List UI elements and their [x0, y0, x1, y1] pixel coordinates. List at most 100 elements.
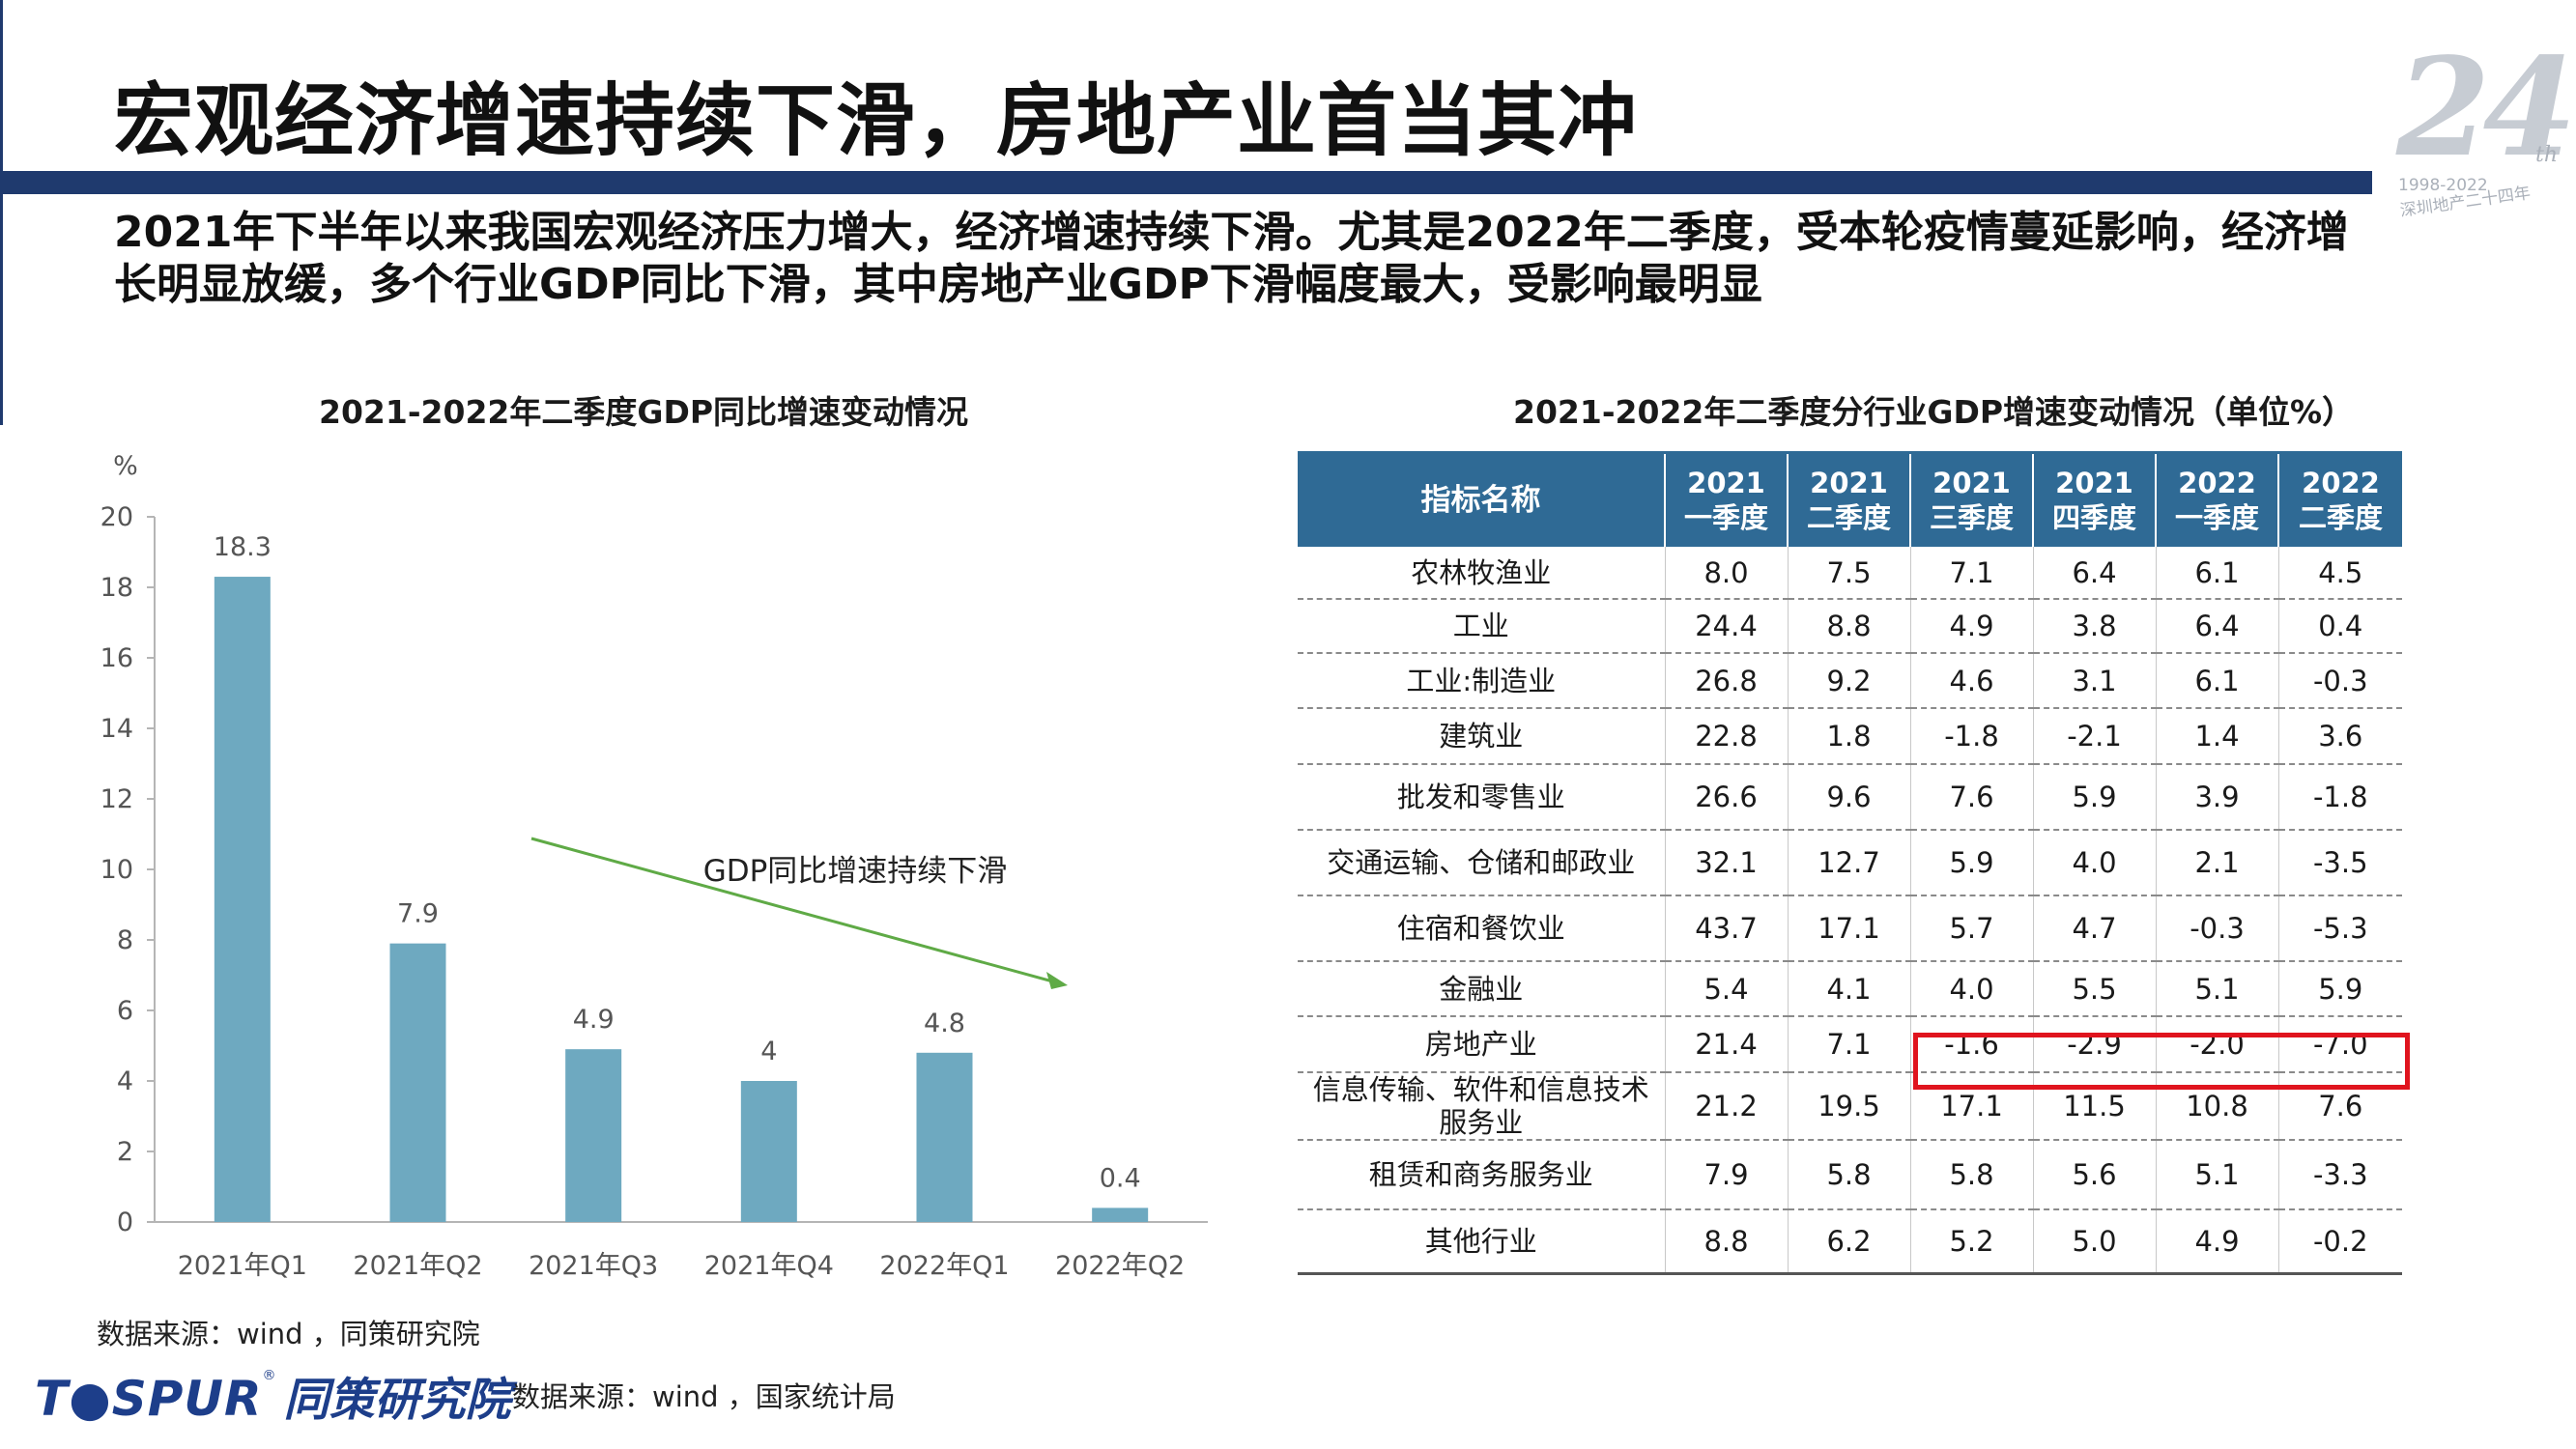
bar — [565, 1049, 622, 1222]
growth-value-cell: -3.5 — [2277, 830, 2402, 896]
growth-value-cell: -1.6 — [1909, 1016, 2033, 1073]
growth-value-cell: 5.4 — [1664, 961, 1788, 1017]
growth-value-cell: 5.7 — [1909, 895, 2033, 962]
growth-value-cell: 7.6 — [2277, 1072, 2402, 1141]
industry-name-cell: 工业:制造业 — [1298, 653, 1665, 709]
growth-value-cell: 6.1 — [2155, 547, 2278, 600]
growth-value-cell: 7.9 — [1664, 1140, 1788, 1210]
table-source-note: 数据来源：wind ，国家统计局 — [512, 1380, 896, 1413]
growth-value-cell: 5.9 — [2277, 961, 2402, 1017]
growth-value-cell: 1.4 — [2155, 708, 2278, 765]
y-tick-label: 10 — [100, 855, 133, 885]
header-line: 2021 — [1932, 467, 2011, 499]
y-tick-label: 4 — [117, 1066, 133, 1096]
industry-name-cell: 其他行业 — [1298, 1209, 1665, 1275]
tospur-logo: T●SPUR® 同策研究院 — [35, 1362, 511, 1427]
bar — [389, 943, 446, 1222]
header-line: 2021 — [1687, 467, 1765, 499]
table-row: 交通运输、仓储和邮政业 32.1 12.7 5.9 4.0 2.1 -3.5 — [1298, 830, 2402, 896]
industry-name-cell: 信息传输、软件和信息技术服务业 — [1298, 1072, 1665, 1141]
industry-gdp-table: 指标名称 2021 一季度 2021 二季度 2021 三季度 2021 四季度 2022 一季度 2… — [1298, 451, 2402, 1275]
header-line: 二季度 — [2298, 501, 2383, 534]
x-tick-label: 2022年Q1 — [879, 1251, 1009, 1281]
growth-value-cell: 22.8 — [1664, 708, 1788, 765]
real-estate-highlight-box — [1913, 1033, 2410, 1090]
growth-value-cell: 4.5 — [2277, 547, 2402, 600]
growth-value-cell: 8.0 — [1664, 547, 1788, 600]
growth-value-cell: 4.9 — [2155, 1209, 2278, 1275]
growth-value-cell: 6.2 — [1787, 1209, 1910, 1275]
growth-value-cell: 5.5 — [2032, 961, 2156, 1017]
table-row: 工业 24.4 8.8 4.9 3.8 6.4 0.4 — [1298, 599, 2402, 654]
bar-value-label: 7.9 — [397, 899, 439, 929]
growth-value-cell: 12.7 — [1787, 830, 1910, 896]
header-period: 2022 一季度 — [2155, 452, 2278, 547]
header-line: 一季度 — [1683, 501, 1768, 534]
header-period: 2022 二季度 — [2277, 452, 2402, 547]
bar — [916, 1052, 973, 1222]
bar-value-label: 4.8 — [924, 1009, 965, 1038]
y-tick-label: 14 — [100, 714, 133, 744]
y-tick-label: 16 — [100, 643, 133, 673]
header-line: 2021 — [1810, 467, 1888, 499]
growth-value-cell: 5.6 — [2032, 1140, 2156, 1210]
logo-chinese: 同策研究院 — [283, 1374, 511, 1427]
growth-value-cell: -7.0 — [2277, 1016, 2402, 1073]
header-line: 2021 — [2055, 467, 2133, 499]
header-line: 二季度 — [1806, 501, 1891, 534]
growth-value-cell: 19.5 — [1787, 1072, 1910, 1141]
growth-value-cell: -0.3 — [2155, 895, 2278, 962]
header-period: 2021 四季度 — [2032, 452, 2156, 547]
header-line: 指标名称 — [1420, 483, 1541, 518]
watermark-text: 深圳地产二十四年 — [2398, 184, 2533, 221]
growth-value-cell: 11.5 — [2032, 1072, 2156, 1141]
bar-value-label: 4 — [760, 1037, 777, 1066]
header-period: 2021 三季度 — [1909, 452, 2033, 547]
growth-value-cell: 8.8 — [1664, 1209, 1788, 1275]
growth-value-cell: 6.1 — [2155, 653, 2278, 709]
growth-value-cell: -0.3 — [2277, 653, 2402, 709]
table-row: 房地产业 21.4 7.1 -1.6 -2.9 -2.0 -7.0 — [1298, 1016, 2402, 1073]
industry-name-cell: 金融业 — [1298, 961, 1665, 1017]
growth-value-cell: 2.1 — [2155, 830, 2278, 896]
trend-arrow-head — [1046, 972, 1068, 989]
industry-name-cell: 住宿和餐饮业 — [1298, 895, 1665, 962]
growth-value-cell: 26.6 — [1664, 764, 1788, 831]
y-axis-unit-label: % — [113, 451, 138, 481]
table-row: 工业:制造业 26.8 9.2 4.6 3.1 6.1 -0.3 — [1298, 653, 2402, 709]
chart-title: 2021-2022年二季度GDP同比增速变动情况 — [319, 393, 969, 431]
logo-registered-mark: ® — [262, 1368, 276, 1383]
growth-value-cell: 7.1 — [1909, 547, 2033, 600]
table-title: 2021-2022年二季度分行业GDP增速变动情况（单位%） — [1513, 393, 2355, 431]
growth-value-cell: 5.8 — [1787, 1140, 1910, 1210]
bar — [214, 577, 271, 1222]
growth-value-cell: 10.8 — [2155, 1072, 2278, 1141]
header-period: 2021 一季度 — [1664, 452, 1788, 547]
header-period: 2021 二季度 — [1787, 452, 1910, 547]
growth-value-cell: 1.8 — [1787, 708, 1910, 765]
title-divider-bar — [0, 171, 2372, 194]
growth-value-cell: -1.8 — [1909, 708, 2033, 765]
y-tick-label: 8 — [117, 925, 133, 955]
y-tick-label: 12 — [100, 784, 133, 814]
header-line: 2022 — [2302, 467, 2380, 499]
header-line: 三季度 — [1929, 501, 2014, 534]
chart-source-note: 数据来源：wind ，同策研究院 — [97, 1318, 480, 1350]
growth-value-cell: 17.1 — [1787, 895, 1910, 962]
bar-value-label: 0.4 — [1100, 1163, 1141, 1193]
bar-value-label: 4.9 — [573, 1005, 615, 1035]
table-row: 批发和零售业 26.6 9.6 7.6 5.9 3.9 -1.8 — [1298, 764, 2402, 831]
growth-value-cell: 5.0 — [2032, 1209, 2156, 1275]
growth-value-cell: 6.4 — [2032, 547, 2156, 600]
growth-value-cell: 43.7 — [1664, 895, 1788, 962]
growth-value-cell: 17.1 — [1909, 1072, 2033, 1141]
growth-value-cell: -2.0 — [2155, 1016, 2278, 1073]
y-tick-label: 6 — [117, 996, 133, 1026]
growth-value-cell: 7.5 — [1787, 547, 1910, 600]
growth-value-cell: 7.6 — [1909, 764, 2033, 831]
growth-value-cell: -3.3 — [2277, 1140, 2402, 1210]
growth-value-cell: 26.8 — [1664, 653, 1788, 709]
growth-value-cell: -2.9 — [2032, 1016, 2156, 1073]
growth-value-cell: 3.9 — [2155, 764, 2278, 831]
page-title: 宏观经济增速持续下滑，房地产业首当其冲 — [114, 75, 1639, 167]
